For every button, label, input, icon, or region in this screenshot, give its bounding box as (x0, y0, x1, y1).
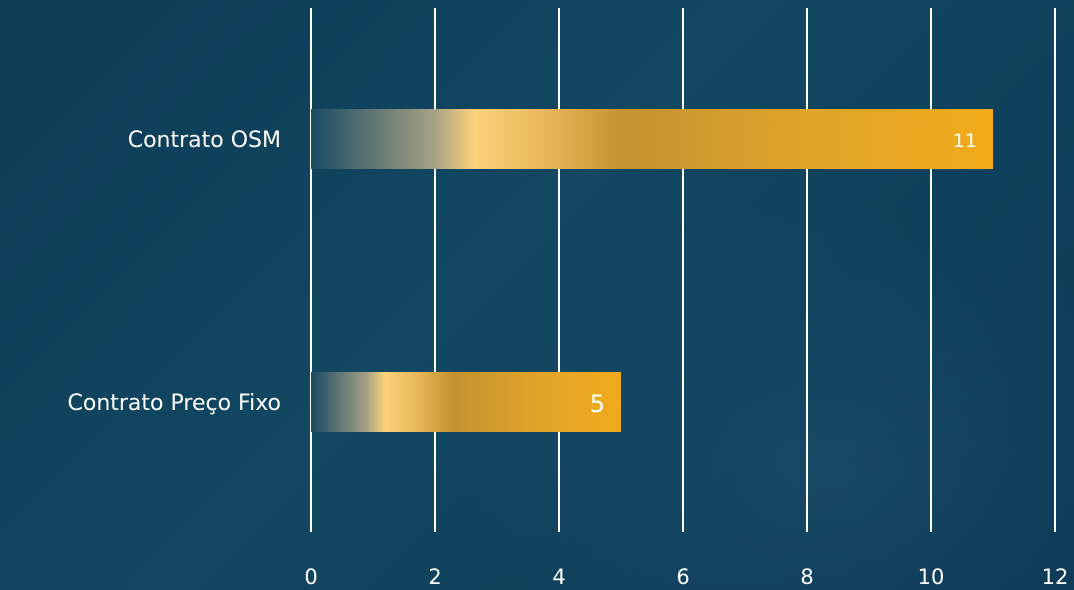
x-tick-label-6: 6 (676, 565, 689, 589)
labels: 0 2 4 6 8 10 12 Contrato OSM 11 Contrato Preço Fi… (68, 128, 1069, 589)
x-tick-label-8: 8 (800, 565, 813, 589)
gridlines (310, 8, 1056, 532)
x-tick-label-0: 0 (304, 565, 317, 589)
bar-1 (311, 109, 993, 169)
x-tick-label-4: 4 (552, 565, 565, 589)
x-tick-label-12: 12 (1042, 565, 1069, 589)
category-label-2: Contrato Preço Fixo (68, 391, 282, 416)
bars (311, 109, 993, 432)
data-label-2: 5 (590, 390, 605, 418)
category-label-1: Contrato OSM (128, 128, 281, 153)
x-tick-label-2: 2 (428, 565, 441, 589)
x-tick-label-10: 10 (918, 565, 945, 589)
bar-2 (311, 372, 621, 432)
data-label-1: 11 (953, 130, 977, 152)
